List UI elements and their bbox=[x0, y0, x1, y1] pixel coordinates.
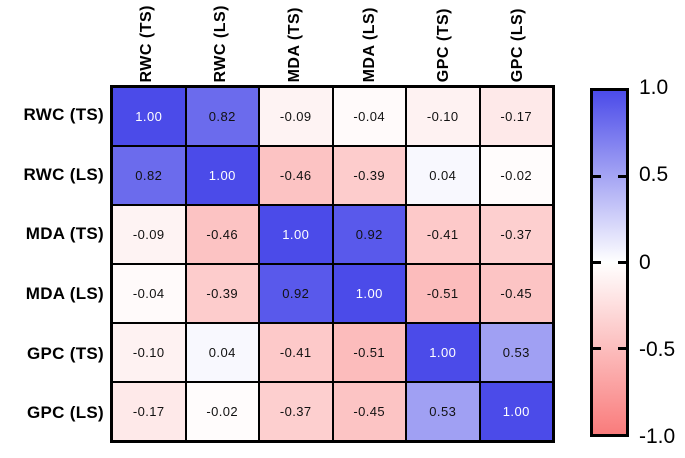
heatmap-cell: -0.10 bbox=[407, 88, 479, 145]
colorbar-tick-mark bbox=[618, 346, 626, 350]
column-headers: RWC (TS) RWC (LS) MDA (TS) MDA (LS) GPC (TS)… bbox=[110, 0, 555, 82]
colorbar-tick-mark bbox=[593, 346, 601, 350]
colorbar-tick-label: 1.0 bbox=[639, 76, 669, 99]
heatmap-grid: 1.00 0.82 -0.09 -0.04 -0.10 -0.17 0.82 1.00 -0.4… bbox=[110, 85, 555, 443]
heatmap-cell: -0.37 bbox=[260, 383, 332, 440]
heatmap-cell: 0.82 bbox=[186, 88, 258, 145]
row-label: GPC (TS) bbox=[26, 343, 104, 363]
column-header-label: MDA (LS) bbox=[360, 6, 378, 82]
heatmap-cell: -0.39 bbox=[333, 147, 405, 204]
heatmap-cell: -0.02 bbox=[480, 147, 552, 204]
column-header: GPC (TS) bbox=[407, 0, 481, 82]
heatmap-cell: -0.37 bbox=[480, 206, 552, 263]
column-header-label: RWC (TS) bbox=[138, 4, 156, 82]
colorbar-tick-mark bbox=[618, 261, 626, 264]
heatmap-cell: 0.53 bbox=[480, 324, 552, 381]
row-label: RWC (TS) bbox=[23, 104, 104, 124]
heatmap-cell: -0.46 bbox=[186, 206, 258, 263]
heatmap-cell: -0.17 bbox=[113, 383, 185, 440]
heatmap-cell: -0.41 bbox=[407, 206, 479, 263]
heatmap-cell: 1.00 bbox=[260, 206, 332, 263]
colorbar bbox=[590, 88, 629, 437]
colorbar-tick-labels: 1.0 0.5 0 -0.5 -1.0 bbox=[639, 76, 685, 448]
column-header-label: MDA (TS) bbox=[286, 6, 304, 82]
heatmap-cell: 0.82 bbox=[113, 147, 185, 204]
heatmap-cell: 1.00 bbox=[186, 147, 258, 204]
heatmap-cell: 0.92 bbox=[333, 206, 405, 263]
heatmap-cell: 1.00 bbox=[113, 88, 185, 145]
heatmap-cell: -0.51 bbox=[333, 324, 405, 381]
colorbar-tick-label: 0 bbox=[639, 250, 651, 274]
heatmap-cell: -0.45 bbox=[480, 265, 552, 322]
heatmap-cell: -0.51 bbox=[407, 265, 479, 322]
row-label: MDA (LS) bbox=[25, 283, 104, 303]
column-header-label: GPC (LS) bbox=[508, 7, 526, 82]
column-header: RWC (TS) bbox=[110, 0, 184, 82]
heatmap-cell: 1.00 bbox=[480, 383, 552, 440]
heatmap-cell: -0.10 bbox=[113, 324, 185, 381]
heatmap-cell: 1.00 bbox=[407, 324, 479, 381]
colorbar-tick-mark bbox=[593, 175, 601, 179]
heatmap-cell: -0.41 bbox=[260, 324, 332, 381]
heatmap-cell: -0.02 bbox=[186, 383, 258, 440]
heatmap-cell: -0.04 bbox=[333, 88, 405, 145]
heatmap-cell: -0.39 bbox=[186, 265, 258, 322]
column-header-label: RWC (LS) bbox=[212, 4, 230, 82]
heatmap-cell: 0.53 bbox=[407, 383, 479, 440]
colorbar-tick-label: 0.5 bbox=[639, 163, 669, 187]
row-label: GPC (LS) bbox=[26, 403, 104, 423]
heatmap-cell: -0.46 bbox=[260, 147, 332, 204]
heatmap-cell: -0.09 bbox=[113, 206, 185, 263]
row-labels: RWC (TS) RWC (LS) MDA (TS) MDA (LS) GPC (TS)… bbox=[0, 85, 106, 443]
row-label: MDA (TS) bbox=[25, 224, 104, 244]
row-label: RWC (LS) bbox=[23, 164, 104, 184]
heatmap-cell: 0.04 bbox=[186, 324, 258, 381]
column-header: RWC (LS) bbox=[184, 0, 258, 82]
colorbar-tick-mark bbox=[593, 261, 601, 264]
heatmap-cell: 0.04 bbox=[407, 147, 479, 204]
heatmap-cell: -0.04 bbox=[113, 265, 185, 322]
heatmap-cell: 1.00 bbox=[333, 265, 405, 322]
column-header-label: GPC (TS) bbox=[434, 7, 452, 82]
heatmap-cell: -0.45 bbox=[333, 383, 405, 440]
colorbar-tick-label: -0.5 bbox=[639, 337, 676, 361]
column-header: MDA (TS) bbox=[258, 0, 332, 82]
heatmap-cell: -0.09 bbox=[260, 88, 332, 145]
colorbar-tick-mark bbox=[618, 175, 626, 179]
heatmap-cell: 0.92 bbox=[260, 265, 332, 322]
column-header: MDA (LS) bbox=[333, 0, 407, 82]
heatmap-cell: -0.17 bbox=[480, 88, 552, 145]
column-header: GPC (LS) bbox=[481, 0, 555, 82]
colorbar-tick-label: -1.0 bbox=[639, 425, 676, 448]
